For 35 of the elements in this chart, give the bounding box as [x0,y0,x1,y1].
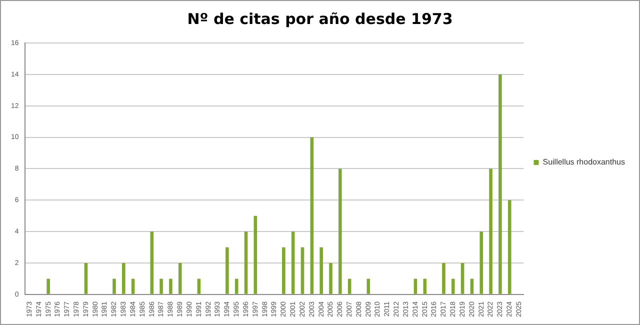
bar [282,247,286,294]
bar [329,263,332,294]
bar [489,168,492,294]
bar [348,278,352,294]
bar [508,200,512,294]
bar [254,216,258,294]
bar [460,263,464,294]
bar [291,232,295,294]
bar [498,74,502,294]
bar [300,247,304,294]
bar [480,232,484,294]
bar [197,278,201,294]
bar [169,278,172,294]
legend-label: Suillellus rhodoxanthus [542,158,626,167]
bar [244,232,248,294]
bar [150,232,154,294]
bar [122,263,126,294]
bar [46,278,50,294]
chart-title: Nº de citas por año desde 1973 [187,10,453,28]
bar [160,278,163,294]
bar [131,278,135,294]
bar [338,168,342,294]
bar [442,263,446,294]
bar [226,247,229,294]
bar [414,278,418,294]
bar [84,263,88,294]
bar [234,278,238,294]
bar [366,278,370,294]
bar [112,278,116,294]
bar [451,278,455,294]
bar [178,263,182,294]
bar [470,278,474,294]
bar [423,278,427,294]
bar [310,137,314,294]
bar [320,247,323,294]
